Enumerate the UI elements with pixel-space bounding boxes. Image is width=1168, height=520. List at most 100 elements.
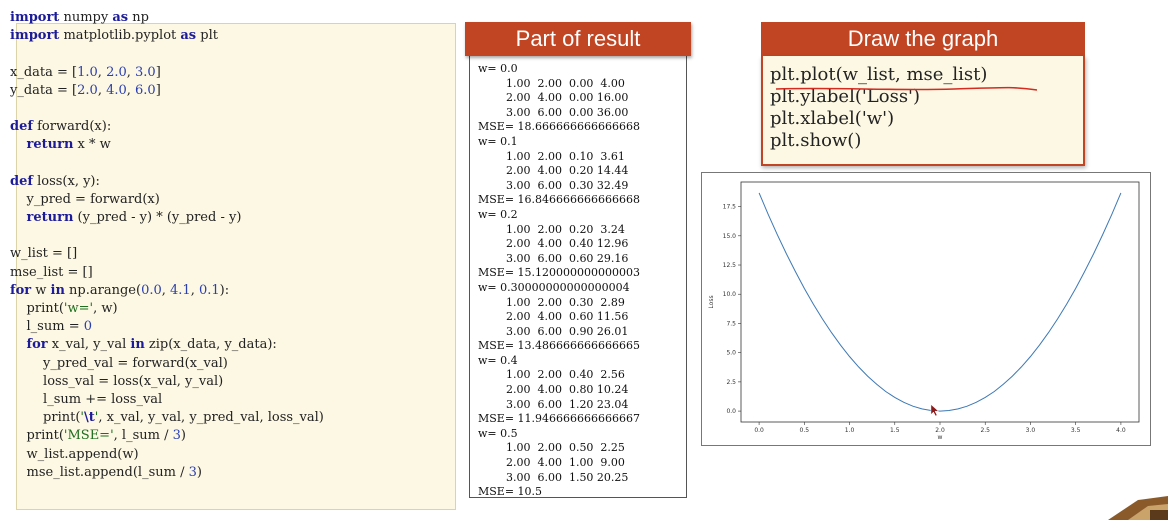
code-line: mse_list.append(l_sum / 3) [10,464,324,482]
graph-code-line: plt.ylabel('Loss') [770,86,921,107]
code-token: x_data = [ [10,64,78,80]
result-line: 3.00 6.00 0.60 29.16 [478,251,629,265]
x-axis-label: w [938,434,943,441]
code-panel [16,23,456,510]
code-line: l_sum = 0 [10,318,324,336]
x-tick-label: 1.0 [845,427,855,434]
result-line: w= 0.2 [478,207,518,221]
code-line: print('\t', x_val, y_val, y_pred_val, lo… [10,409,324,427]
code-token [10,337,27,352]
code-line [10,100,324,118]
code-token: , [126,64,136,80]
code-token: def [10,119,33,135]
code-token: import [10,10,60,25]
code-token: mse_list.append(l_sum / [10,464,189,480]
result-line: 2.00 4.00 0.40 12.96 [478,237,629,251]
result-line: 2.00 4.00 0.60 11.56 [478,310,629,324]
code-token: print( [10,301,64,316]
loss-curve-line [758,192,1122,412]
plot-frame [701,172,1151,446]
y-tick-label: 17.5 [723,204,737,211]
x-tick-label: 0.0 [754,427,764,434]
result-line: w= 0.4 [478,353,518,367]
mouse-cursor-icon [930,403,940,417]
code-token: as [180,28,197,44]
result-line: 2.00 4.00 0.80 10.24 [478,383,629,397]
code-line: import matplotlib.pyplot as plt [10,27,324,45]
code-token: 6.0 [135,82,156,98]
code-line: for w in np.arange(0.0, 4.1, 0.1): [10,282,324,300]
code-token: , [97,64,107,80]
code-token: y_data = [ [10,82,78,98]
y-tick-label: 2.5 [726,379,736,386]
code-token: loss(x, y): [32,173,100,189]
code-token: , [190,282,199,298]
code-token: zip(x_data, y_data): [144,337,277,353]
code-token: for [26,337,48,353]
code-token: forward(x): [32,119,112,135]
code-token: l_sum += loss_val [10,391,163,407]
x-tick-label: 0.5 [800,427,810,434]
code-token: def [10,173,33,189]
code-token: , [97,82,107,98]
code-token: , w) [93,301,118,316]
code-token: return [26,137,74,153]
x-tick-label: 2.0 [935,427,945,434]
code-token: ) [180,428,186,444]
code-token: ): [219,282,230,298]
code-line [10,155,324,173]
result-line: MSE= 18.666666666666668 [478,120,641,134]
result-line: 1.00 2.00 0.00 4.00 [478,76,625,90]
result-line: w= 0.1 [478,134,518,148]
code-token: y_pred_val = forward(x_val) [10,355,228,371]
graph-header: Draw the graph [761,22,1085,56]
result-line: 1.00 2.00 0.50 2.25 [478,441,625,455]
code-line [10,227,324,245]
code-line: y_pred = forward(x) [10,191,324,209]
code-token: ' [80,410,84,426]
result-panel [469,22,687,498]
code-line: x_data = [1.0, 2.0, 3.0] [10,64,324,82]
code-token: plt [196,28,218,44]
code-token: 1.0 [77,64,98,80]
code-token: matplotlib.pyplot [59,28,181,44]
code-token: 4.0 [106,82,127,98]
y-tick-label: 10.0 [723,291,737,298]
result-line: MSE= 10.5 [478,485,543,499]
y-tick-label: 15.0 [723,233,737,240]
code-token: ] [155,82,161,98]
result-line: 1.00 2.00 0.40 2.56 [478,368,625,382]
code-line: w_list = [] [10,245,324,263]
result-line: MSE= 13.486666666666665 [478,339,641,353]
code-token: mse_list = [] [10,264,93,280]
code-token: , x_val, y_val, y_pred_val, loss_val) [98,410,324,426]
result-line: 3.00 6.00 1.50 20.25 [478,470,629,484]
result-line: 3.00 6.00 1.20 23.04 [478,397,629,411]
code-token: return [26,210,74,226]
graph-code-line: plt.xlabel('w') [770,108,895,129]
code-token: w_list.append(w) [10,446,139,462]
result-line: MSE= 15.120000000000003 [478,266,641,280]
code-line: mse_list = [] [10,264,324,282]
y-tick-label: 12.5 [723,262,737,269]
code-token: \t [84,410,95,426]
code-token: 'w=' [63,301,94,316]
code-token: print( [10,428,64,444]
y-tick-label: 7.5 [726,320,736,327]
graph-code-box [761,56,1085,166]
code-token: 0 [83,319,92,335]
code-token: print( [10,410,81,426]
code-token: for [10,282,32,298]
code-line: y_pred_val = forward(x_val) [10,355,324,373]
code-token: (y_pred - y) * (y_pred - y) [73,210,242,226]
code-token: w [31,282,51,298]
result-line: 3.00 6.00 0.30 32.49 [478,178,629,192]
code-token: 3 [188,464,197,480]
x-tick-label: 1.5 [890,427,900,434]
result-line: 1.00 2.00 0.10 3.61 [478,149,625,163]
code-token: np.arange( [64,282,142,298]
code-token: loss_val = loss(x_val, y_val) [10,373,224,389]
code-line: return (y_pred - y) * (y_pred - y) [10,209,324,227]
code-token: 0.0 [141,282,162,298]
corner-decoration [1108,496,1168,520]
